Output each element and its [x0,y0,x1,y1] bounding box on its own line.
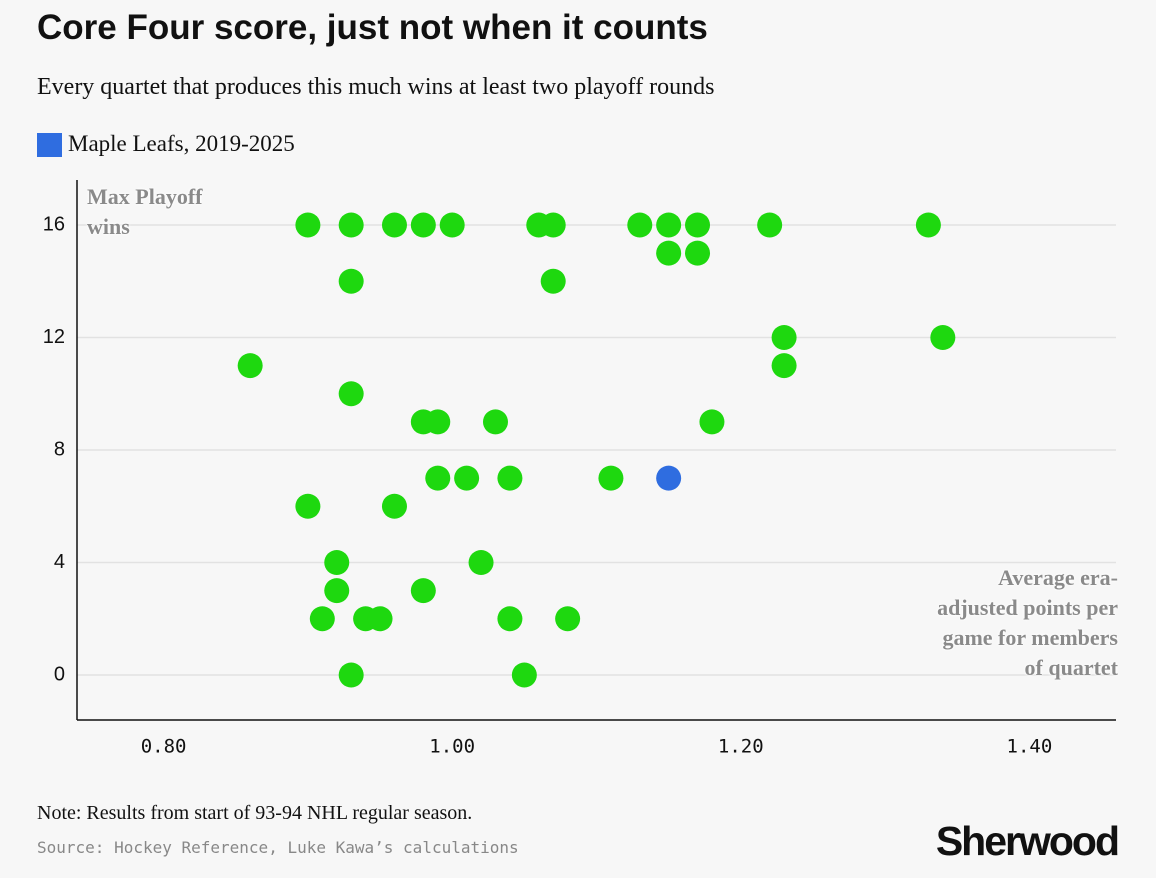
y-tick-label: 16 [43,213,65,235]
point [454,465,480,491]
x-tick-label: 0.80 [141,736,187,758]
point [497,465,523,491]
point [338,212,364,238]
legend-label: Maple Leafs, 2019-2025 [68,131,295,156]
point [439,212,465,238]
point [627,212,653,238]
point [381,212,407,238]
point [338,381,364,407]
point [425,465,451,491]
note: Note: Results from start of 93-94 NHL re… [37,802,473,824]
point [338,268,364,294]
x-tick-label: 1.40 [1007,736,1053,758]
x-tick-label: 1.00 [429,736,475,758]
point [309,606,335,632]
point [915,212,941,238]
chart-subtitle: Every quartet that produces this much wi… [37,74,715,100]
x-tick-label: 1.20 [718,736,764,758]
point [468,550,494,575]
point [295,212,321,238]
point [497,606,523,632]
point [324,550,350,575]
point [367,606,393,632]
point [555,606,581,632]
y-tick-label: 12 [43,326,65,348]
y-axis-label: Max Playoff wins [87,184,203,239]
point [771,325,797,350]
point [656,212,682,238]
point [598,465,624,491]
point [656,465,682,491]
point [410,578,436,604]
point [295,493,321,519]
point [338,662,364,688]
point [425,409,451,435]
chart-title: Core Four score, just not when it counts [37,8,708,47]
logo: Sherwood [935,818,1120,864]
point [656,240,682,266]
point [511,662,537,688]
point [540,268,566,294]
point [757,212,783,238]
point [771,353,797,379]
legend-swatch [37,133,62,157]
y-tick-label: 4 [54,551,65,573]
point [324,578,350,604]
y-tick-label: 8 [54,438,65,460]
point [685,240,711,266]
point [482,409,508,435]
x-axis-label: Average era-adjusted points per game for… [937,565,1118,680]
point [410,212,436,238]
point [381,493,407,519]
point [540,212,566,238]
point [930,325,956,350]
point [237,353,263,379]
point [699,409,725,435]
source: Source: Hockey Reference, Luke Kawa’s ca… [37,838,519,857]
y-tick-label: 0 [54,663,65,685]
point [685,212,711,238]
